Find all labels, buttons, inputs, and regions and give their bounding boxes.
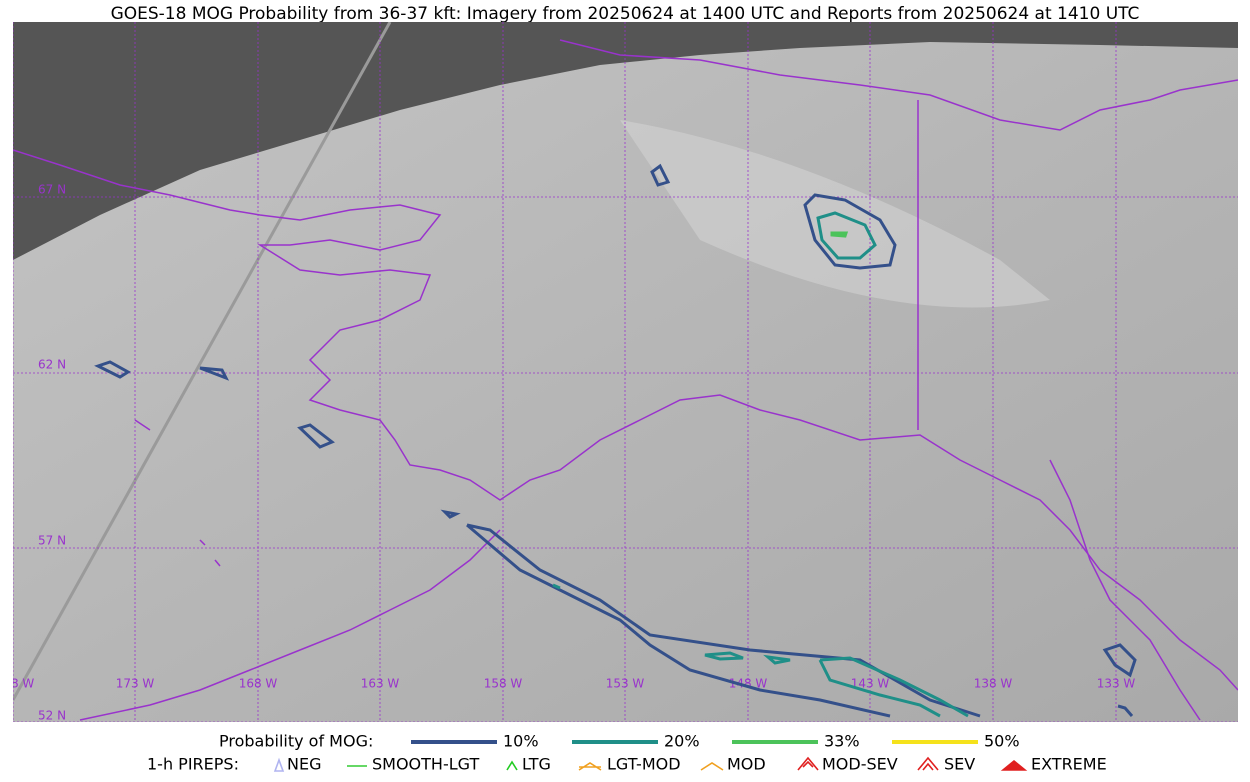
legend-label: SMOOTH-LGT bbox=[372, 755, 479, 774]
scan-artifact bbox=[13, 22, 392, 701]
longitude-label: 138 W bbox=[974, 677, 1013, 691]
contour-10 bbox=[803, 193, 897, 270]
legend-label: MOD bbox=[727, 755, 766, 774]
latitude-label: 52 N bbox=[38, 709, 66, 723]
longitude-label: 178 W bbox=[0, 677, 34, 691]
legend-label: MOD-SEV bbox=[822, 755, 898, 774]
legend-label: 33% bbox=[824, 732, 860, 751]
contour-10 bbox=[466, 523, 981, 718]
longitude-label: 153 W bbox=[606, 677, 645, 691]
contour-20 bbox=[816, 211, 877, 260]
map: 67 N 62 N 57 N 52 N 178 W 173 W 168 W 163 W 158 … bbox=[0, 22, 1238, 723]
contour-10 bbox=[297, 423, 335, 449]
graticule: 67 N 62 N 57 N 52 N 178 W 173 W 168 W 163 W 158 … bbox=[0, 22, 1238, 723]
coastlines bbox=[13, 39, 1238, 721]
pirep-symbol bbox=[917, 756, 939, 771]
contour-10 bbox=[1102, 643, 1137, 717]
latitude-label: 67 N bbox=[38, 183, 66, 197]
legend-label: EXTREME bbox=[1031, 755, 1107, 774]
contour-20 bbox=[552, 583, 561, 590]
longitude-label: 148 W bbox=[729, 677, 768, 691]
legend-label: LGT-MOD bbox=[607, 755, 681, 774]
contour-10 bbox=[440, 509, 461, 519]
pirep-symbol bbox=[797, 756, 819, 771]
legend-label: 20% bbox=[664, 732, 700, 751]
contour-20 bbox=[704, 651, 969, 718]
longitude-label: 163 W bbox=[361, 677, 400, 691]
contour-33 bbox=[830, 231, 849, 238]
mog-contours bbox=[94, 163, 1137, 718]
longitude-label: 168 W bbox=[239, 677, 278, 691]
pirep-symbol bbox=[578, 762, 602, 771]
contour-10 bbox=[94, 360, 131, 379]
legend-label: 10% bbox=[503, 732, 539, 751]
pirep-symbol bbox=[700, 762, 724, 771]
legend-label: 50% bbox=[984, 732, 1020, 751]
legend-title: 1-h PIREPS: bbox=[147, 755, 239, 774]
legend-title: Probability of MOG: bbox=[219, 732, 373, 751]
pirep-symbol bbox=[1000, 759, 1028, 771]
legend-label: NEG bbox=[287, 755, 321, 774]
legend: Probability of MOG: 10% 20% 33% 50% 1-h PIREP… bbox=[147, 732, 1107, 774]
contour-10 bbox=[650, 163, 671, 187]
no-data-region bbox=[13, 22, 1238, 260]
longitude-label: 158 W bbox=[484, 677, 523, 691]
contour-10 bbox=[199, 366, 230, 381]
pirep-symbol bbox=[273, 757, 285, 772]
legend-label: SEV bbox=[944, 755, 975, 774]
latitude-label: 57 N bbox=[38, 534, 66, 548]
latitude-label: 62 N bbox=[38, 358, 66, 372]
legend-label: LTG bbox=[522, 755, 551, 774]
pirep-symbol bbox=[506, 760, 518, 771]
longitude-label: 133 W bbox=[1097, 677, 1136, 691]
longitude-label: 173 W bbox=[116, 677, 155, 691]
longitude-label: 143 W bbox=[851, 677, 890, 691]
title: GOES-18 MOG Probability from 36-37 kft: … bbox=[111, 4, 1140, 24]
